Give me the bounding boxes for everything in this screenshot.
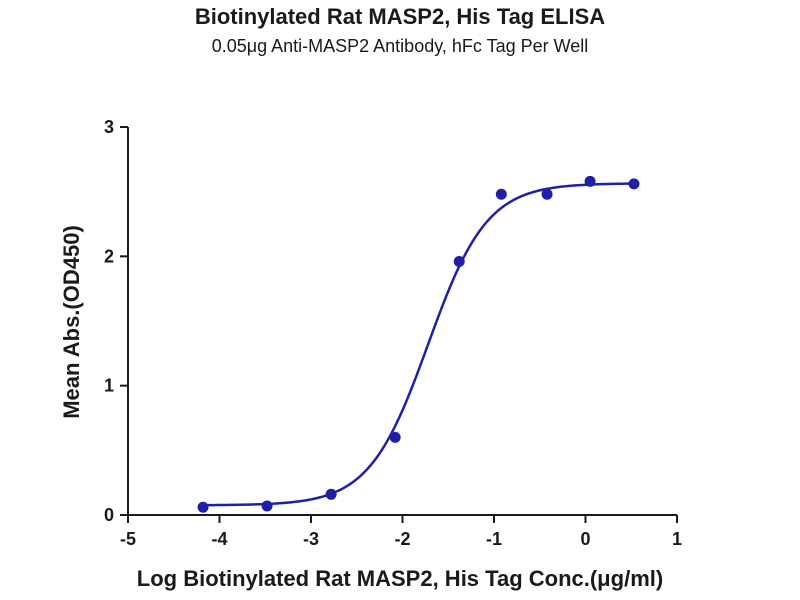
x-tick-label: -4 <box>211 529 227 549</box>
chart-title: Biotinylated Rat MASP2, His Tag ELISA <box>194 4 606 29</box>
x-tick-label: -5 <box>120 529 136 549</box>
chart-subtitle: 0.05μg Anti-MASP2 Antibody, hFc Tag Per … <box>211 36 589 56</box>
data-point <box>389 431 401 443</box>
data-point <box>261 500 273 512</box>
y-tick-label: 3 <box>104 117 114 137</box>
x-tick-label: 0 <box>580 529 590 549</box>
x-tick-label: -2 <box>394 529 410 549</box>
x-tick-label: -1 <box>486 529 502 549</box>
x-axis-label: Log Biotinylated Rat MASP2, His Tag Conc… <box>136 566 664 591</box>
data-point <box>197 501 209 513</box>
data-point <box>453 256 465 268</box>
data-point <box>541 188 553 200</box>
fit-curve <box>203 182 635 507</box>
y-tick-label: 0 <box>104 505 114 525</box>
x-tick-label: 1 <box>672 529 682 549</box>
data-point <box>584 175 596 187</box>
y-tick-label: 1 <box>104 376 114 396</box>
data-point <box>325 488 337 500</box>
y-tick-label: 2 <box>104 246 114 266</box>
x-tick-label: -3 <box>303 529 319 549</box>
data-point <box>628 178 640 190</box>
data-point <box>495 188 507 200</box>
